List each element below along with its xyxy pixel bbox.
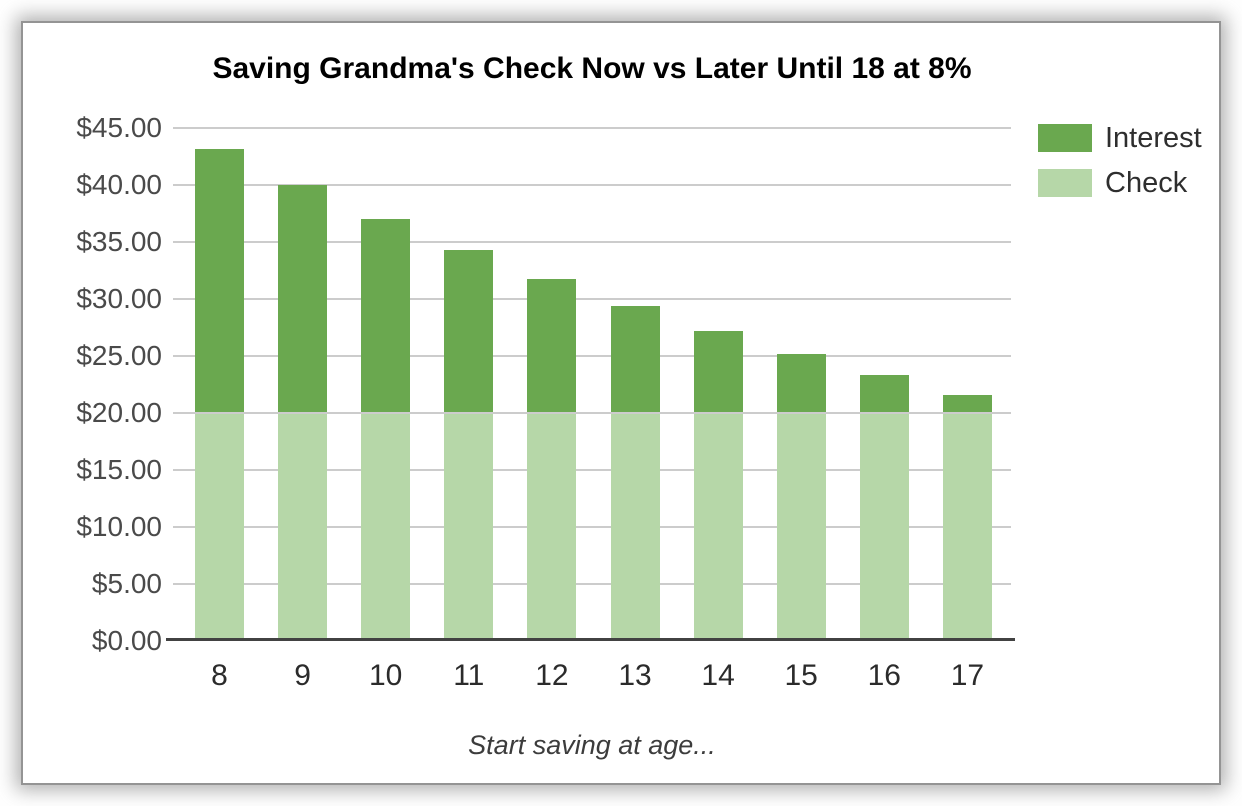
x-tick-label-8: 8	[211, 659, 228, 692]
gridline-seam-20	[173, 412, 1011, 414]
bar-group-age-12	[527, 128, 577, 641]
chart-frame: Saving Grandma's Check Now vs Later Unti…	[23, 23, 1219, 783]
y-tick-label-3000: $30.00	[76, 283, 162, 314]
bar-segment-interest-age-8	[195, 148, 244, 413]
gridline-35	[173, 241, 1011, 243]
bar-group-age-16	[859, 128, 909, 641]
y-tick-label-1000: $10.00	[76, 511, 162, 542]
bar-segment-interest-age-15	[776, 353, 826, 413]
bar-segment-interest-age-11	[444, 250, 494, 413]
gridline-45	[173, 127, 1011, 129]
y-tick-label-3500: $35.00	[76, 226, 162, 257]
bar-segment-interest-age-10	[361, 218, 411, 413]
x-tick-label-9: 9	[294, 659, 311, 692]
gridline-5	[173, 583, 1011, 585]
bar-segment-check-age-14	[693, 413, 743, 641]
legend-swatch-interest	[1038, 124, 1092, 152]
y-tick-label-000: $0.00	[91, 625, 162, 656]
bar-group-age-9	[278, 128, 328, 641]
gridline-10	[173, 526, 1011, 528]
bar-group-age-10	[361, 128, 411, 641]
x-tick-label-16: 16	[867, 659, 901, 692]
bar-group-age-8	[195, 128, 244, 641]
bar-group-age-14	[693, 128, 743, 641]
legend-label-interest: Interest	[1105, 121, 1202, 154]
bar-segment-check-age-10	[361, 413, 411, 641]
x-tick-label-17: 17	[950, 659, 985, 692]
plot-area	[166, 127, 1015, 641]
x-axis-title: Start saving at age...	[468, 730, 716, 760]
gridline-25	[173, 355, 1011, 357]
bar-segment-interest-age-9	[278, 185, 328, 413]
x-axis-baseline	[166, 638, 1015, 641]
bar-segment-check-age-11	[444, 413, 494, 641]
legend-row-check: Check	[1038, 166, 1202, 199]
y-tick-label-1500: $15.00	[76, 454, 162, 485]
legend: Interest Check	[1038, 121, 1202, 214]
x-tick-label-15: 15	[784, 659, 818, 692]
bar-segment-check-age-15	[776, 413, 826, 641]
gridline-30	[173, 298, 1011, 300]
legend-swatch-check	[1038, 169, 1092, 197]
bar-group-age-11	[444, 128, 494, 641]
x-tick-label-11: 11	[453, 659, 485, 692]
bar-segment-check-age-12	[527, 413, 577, 641]
y-tick-label-4500: $45.00	[76, 112, 162, 143]
legend-label-check: Check	[1105, 166, 1188, 199]
x-tick-label-14: 14	[701, 659, 735, 692]
bar-segment-interest-age-16	[859, 375, 909, 413]
legend-row-interest: Interest	[1038, 121, 1202, 154]
bar-segment-check-age-9	[278, 413, 328, 641]
bar-segment-interest-age-14	[693, 330, 743, 413]
y-tick-label-2500: $25.00	[76, 340, 162, 371]
bar-segment-check-age-8	[195, 413, 244, 641]
x-tick-label-12: 12	[535, 659, 569, 692]
bar-segment-check-age-17	[942, 413, 992, 641]
y-tick-label-4000: $40.00	[76, 169, 162, 200]
chart-title: Saving Grandma's Check Now vs Later Unti…	[212, 52, 972, 85]
bar-group-age-15	[776, 128, 826, 641]
bar-segment-interest-age-12	[527, 279, 577, 413]
y-tick-label-2000: $20.00	[76, 397, 162, 428]
bar-segment-check-age-16	[859, 413, 909, 641]
x-tick-label-10: 10	[369, 659, 403, 692]
gridline-15	[173, 469, 1011, 471]
y-tick-label-500: $5.00	[91, 568, 162, 599]
bar-segment-interest-age-17	[942, 394, 992, 413]
bar-group-age-13	[610, 128, 660, 641]
bar-segment-interest-age-13	[610, 305, 660, 413]
bar-group-age-17	[942, 128, 992, 641]
bar-segment-check-age-13	[610, 413, 660, 641]
x-tick-label-13: 13	[618, 659, 652, 692]
gridline-40	[173, 184, 1011, 186]
